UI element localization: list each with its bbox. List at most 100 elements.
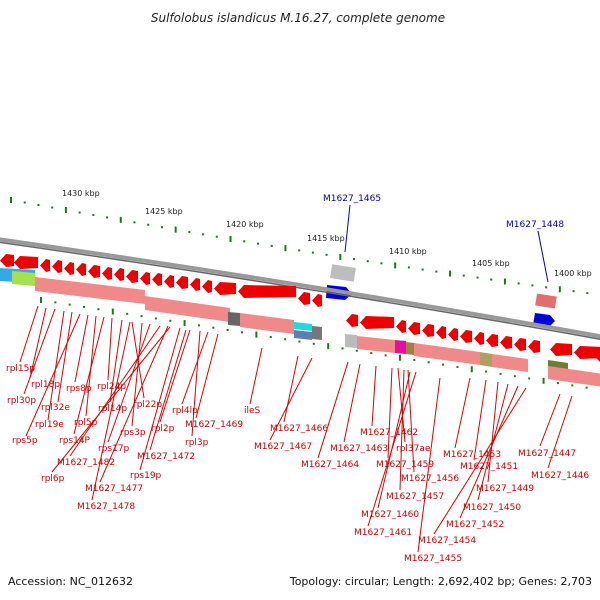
gene-label: rpl30p <box>7 396 36 406</box>
mid-gene-bar <box>357 336 395 353</box>
scale-tick <box>503 278 506 285</box>
right-gene-bar <box>548 366 600 387</box>
scale-label-1415: 1415 kbp <box>307 234 345 243</box>
gene-label: rpl2p <box>151 424 175 434</box>
accession-text: Accession: NC_012632 <box>8 575 133 588</box>
dark-gene-bar-2 <box>312 326 322 340</box>
gene-label: M1627_1450 <box>463 503 521 513</box>
leader-line <box>547 395 573 469</box>
gene-label-group: rpl15p rpl18p rpl30p rpl19e rpl32e rps5p… <box>6 364 589 564</box>
gene-arrow <box>0 254 14 267</box>
scale-tick <box>188 230 191 233</box>
genome-backbone-shadow <box>0 241 600 340</box>
inner-scale-tick <box>255 331 258 338</box>
gene-arrow <box>500 336 512 349</box>
inner-scale-tick <box>97 308 100 311</box>
dark-gene-bar <box>228 312 240 326</box>
leader-line <box>195 333 219 419</box>
scale-label-1430: 1430 kbp <box>62 189 100 198</box>
scale-tick <box>64 206 67 213</box>
gene-label: rpl19e <box>35 420 64 430</box>
right-gene-bar-group <box>548 360 600 387</box>
gene-label: rps8p <box>66 384 92 394</box>
scale-tick <box>147 223 150 226</box>
scale-tick <box>78 211 81 214</box>
gene-arrow <box>52 260 62 273</box>
inner-scale-tick <box>68 303 71 306</box>
scale-tick <box>407 266 410 269</box>
scale-tick <box>476 276 479 279</box>
gene-arrow <box>550 343 572 356</box>
scale-tick <box>353 258 356 261</box>
left-gene-bar-2 <box>145 296 230 322</box>
gene-arrow <box>164 275 174 288</box>
gene-arrow <box>474 332 484 345</box>
gene-label: M1627_1466 <box>270 424 328 434</box>
gene-label: rps19p <box>130 471 162 481</box>
scale-label-1405: 1405 kbp <box>472 259 510 268</box>
leader-line <box>73 316 105 435</box>
inner-scale-tick <box>470 366 473 373</box>
gene-label: M1627_1449 <box>476 484 534 494</box>
leader-line <box>249 347 263 405</box>
leader-line <box>107 323 151 443</box>
leader-line <box>131 322 143 427</box>
inner-scale-tick <box>111 308 114 315</box>
inner-scale-tick <box>442 363 445 366</box>
gene-arrow <box>346 314 358 327</box>
gene-label: M1627_1446 <box>531 471 589 481</box>
scale-tick <box>531 284 534 287</box>
gene-arrow <box>214 282 236 295</box>
inner-scale-tick <box>585 386 588 389</box>
gene-label: M1627_1467 <box>254 442 312 452</box>
scale-tick <box>23 201 26 204</box>
scale-tick <box>380 262 383 265</box>
inner-scale-tick <box>384 354 387 357</box>
leader-line <box>487 381 499 483</box>
gene-arrow <box>126 270 138 283</box>
inner-scale-tick <box>427 361 430 364</box>
scale-tick <box>284 245 287 252</box>
inner-scale-tick <box>241 331 244 334</box>
leader-line <box>23 308 56 395</box>
mid-gene-bar-2 <box>414 343 480 365</box>
gene-arrow <box>594 349 600 362</box>
gene-label: M1627_1460 <box>361 510 419 520</box>
grey-feature-1465 <box>330 264 356 282</box>
gene-arrow <box>360 316 394 329</box>
gene-leader-lines <box>19 305 573 553</box>
gene-arrow <box>528 340 540 353</box>
scale-tick <box>325 253 328 256</box>
gene-label: M1627_1469 <box>185 420 243 430</box>
scale-label-1420: 1420 kbp <box>226 220 264 229</box>
leader-line <box>57 311 73 403</box>
scale-tick <box>215 235 218 238</box>
blue-leader-1465 <box>344 204 351 253</box>
gene-arrow <box>102 267 112 280</box>
topology-text: Topology: circular; Length: 2,692,402 bp… <box>289 575 592 588</box>
gene-arrow <box>152 273 162 286</box>
gene-label: M1627_1453 <box>443 450 501 460</box>
mid-grey-bar <box>345 334 357 348</box>
gene-arrow <box>114 268 124 281</box>
gene-arrow <box>486 334 498 347</box>
inner-scale-tick <box>312 342 315 345</box>
gene-label: M1627_1461 <box>354 528 412 538</box>
scale-tick <box>421 268 424 271</box>
scale-tick <box>449 270 452 277</box>
leader-line <box>99 325 169 483</box>
gene-label: M1627_1452 <box>446 520 504 530</box>
scale-tick <box>462 274 465 277</box>
inner-scale-tick <box>54 301 57 304</box>
scale-tick <box>517 282 520 285</box>
scale-tick <box>243 240 246 243</box>
gene-label: ileS <box>244 406 261 416</box>
inner-scale-tick <box>413 359 416 361</box>
inner-scale-tick <box>284 338 287 341</box>
gene-label: rpl14p <box>98 404 127 414</box>
inner-scale-tick <box>298 340 301 343</box>
leader-line <box>109 319 123 403</box>
scale-tick <box>366 260 369 263</box>
gene-arrow <box>460 330 472 343</box>
